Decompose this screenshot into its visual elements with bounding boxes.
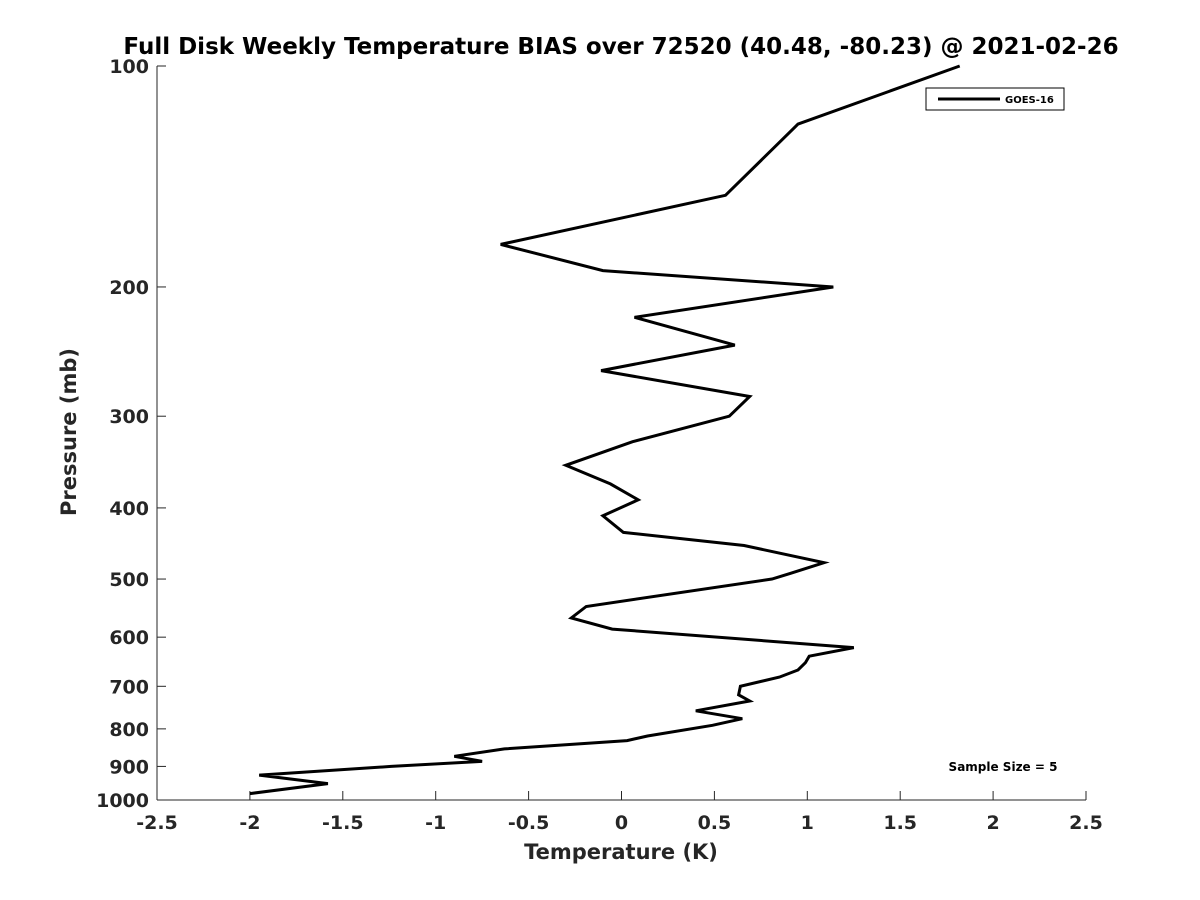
x-tick-label: 0 bbox=[615, 812, 628, 834]
y-tick-label: 800 bbox=[109, 719, 149, 741]
y-tick-label: 300 bbox=[109, 406, 149, 428]
x-tick-label: -2.5 bbox=[136, 812, 178, 834]
series-line-goes-16 bbox=[249, 64, 961, 796]
plot-frame bbox=[156, 66, 1086, 801]
x-axis: -2.5 -2 -1.5 -1 -0.5 0 0.5 1 1.5 2 2.5 bbox=[136, 791, 1103, 834]
y-tick-label: 600 bbox=[109, 627, 149, 649]
legend: GOES-16 bbox=[925, 87, 1065, 111]
y-tick-label: 100 bbox=[109, 56, 149, 78]
x-tick-label: 1 bbox=[801, 812, 814, 834]
x-tick-label: 1.5 bbox=[883, 812, 917, 834]
x-axis-label: Temperature (K) bbox=[524, 840, 718, 864]
x-tick-label: 2 bbox=[986, 812, 999, 834]
chart-title: Full Disk Weekly Temperature BIAS over 7… bbox=[123, 34, 1118, 60]
y-tick-label: 900 bbox=[109, 756, 149, 778]
sample-size-annotation: Sample Size = 5 bbox=[949, 760, 1058, 774]
y-tick-label: 500 bbox=[109, 569, 149, 591]
y-tick-label: 400 bbox=[109, 498, 149, 520]
y-tick-label: 1000 bbox=[96, 790, 149, 812]
x-tick-label: 0.5 bbox=[698, 812, 732, 834]
y-axis-label: Pressure (mb) bbox=[57, 348, 81, 516]
x-tick-label: -1 bbox=[425, 812, 446, 834]
x-tick-label: 2.5 bbox=[1069, 812, 1103, 834]
x-tick-label: -2 bbox=[239, 812, 260, 834]
y-tick-label: 200 bbox=[109, 277, 149, 299]
y-axis: 100 200 300 400 500 600 700 800 900 1000 bbox=[96, 56, 166, 812]
series-layer bbox=[249, 64, 961, 796]
x-tick-label: -0.5 bbox=[508, 812, 550, 834]
legend-entry-goes-16: GOES-16 bbox=[1005, 95, 1054, 106]
y-tick-label: 700 bbox=[109, 676, 149, 698]
x-tick-label: -1.5 bbox=[322, 812, 364, 834]
